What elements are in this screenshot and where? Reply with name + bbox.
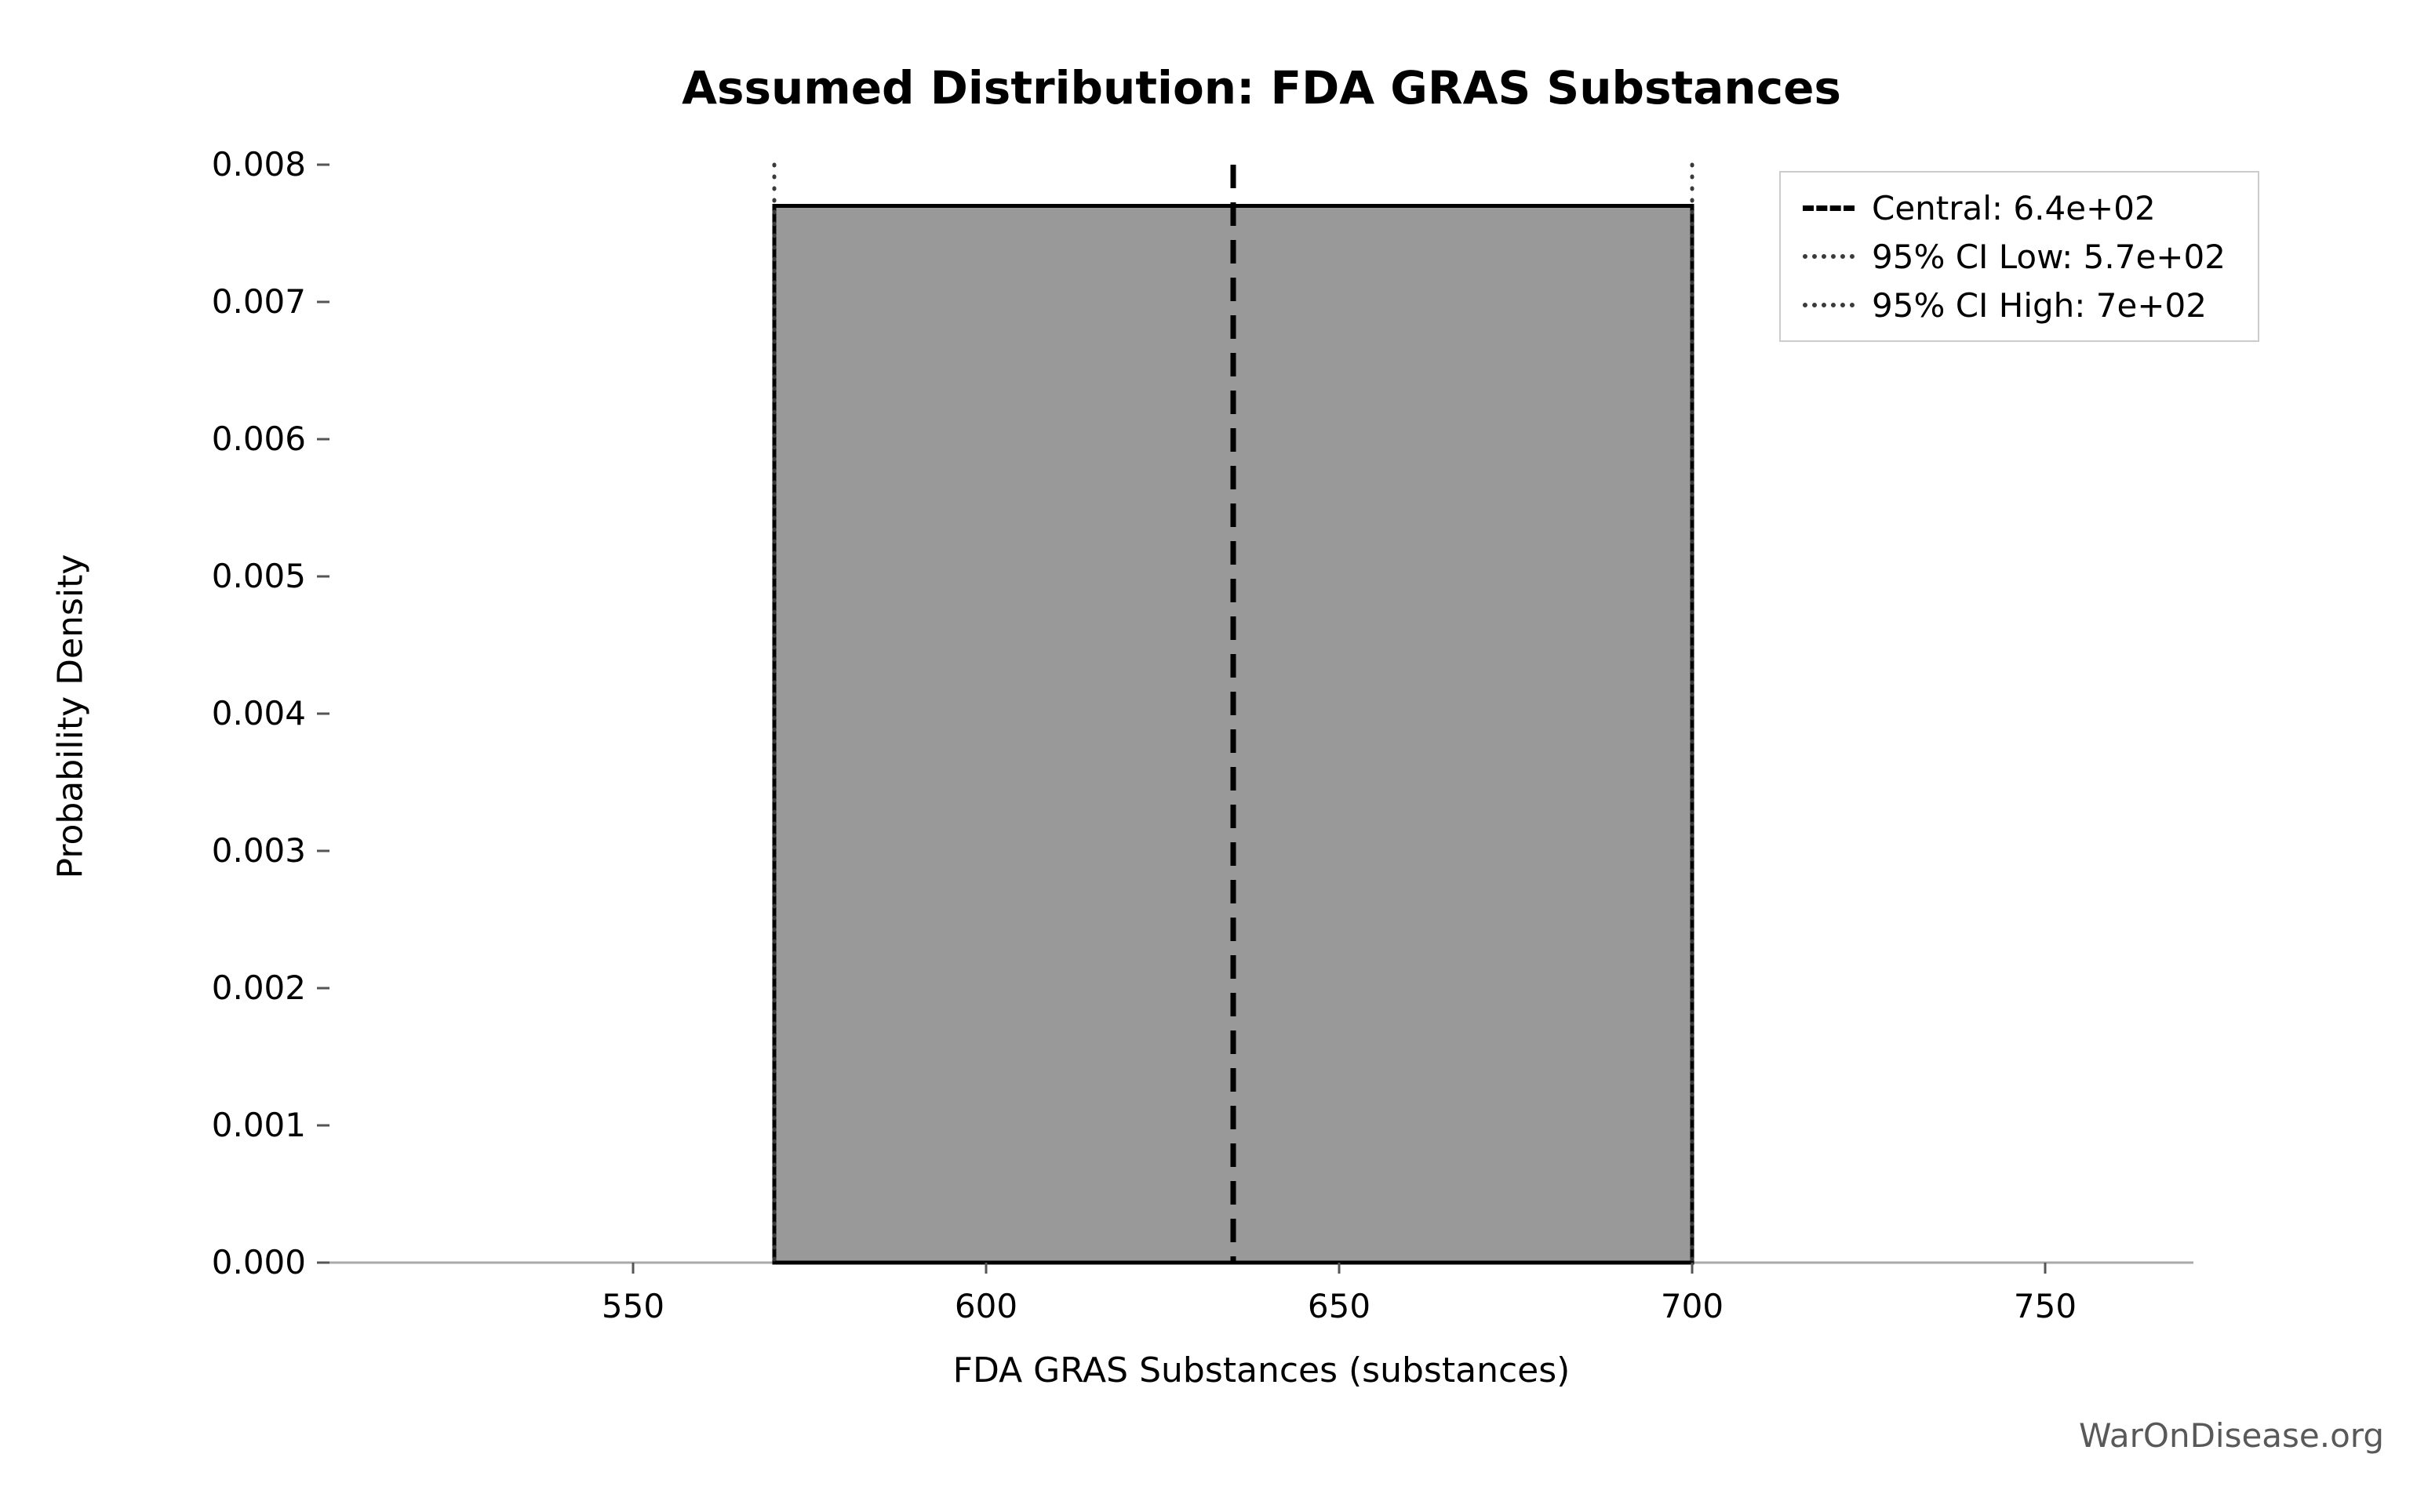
y-tick-label: 0.004 [212, 694, 306, 732]
chart-title: Assumed Distribution: FDA GRAS Substance… [682, 61, 1841, 114]
legend-row-ci-low: 95% CI Low: 5.7e+02 [1803, 232, 2236, 281]
y-tick-label: 0.006 [212, 420, 306, 458]
y-tick-label: 0.000 [212, 1243, 306, 1281]
y-axis-label: Probability Density [50, 554, 91, 879]
x-axis-label: FDA GRAS Substances (substances) [952, 1350, 1571, 1390]
y-tick-label: 0.003 [212, 831, 306, 870]
legend: Central: 6.4e+02 95% CI Low: 5.7e+02 95%… [1779, 171, 2259, 342]
y-tick-label: 0.002 [212, 969, 306, 1007]
x-tick-label: 750 [2014, 1287, 2077, 1325]
x-tick-label: 550 [602, 1287, 664, 1325]
y-tick-label: 0.008 [212, 145, 306, 184]
x-tick-label: 600 [955, 1287, 1017, 1325]
dashed-line-icon [1803, 205, 1855, 211]
dotted-line-icon [1803, 303, 1855, 307]
legend-row-central: Central: 6.4e+02 [1803, 184, 2236, 232]
x-tick-label: 650 [1308, 1287, 1370, 1325]
y-tick-label: 0.007 [212, 282, 306, 321]
legend-label-ci-high: 95% CI High: 7e+02 [1872, 285, 2207, 325]
legend-row-ci-high: 95% CI High: 7e+02 [1803, 281, 2236, 329]
y-tick-label: 0.001 [212, 1106, 306, 1144]
legend-label-central: Central: 6.4e+02 [1872, 188, 2156, 227]
legend-label-ci-low: 95% CI Low: 5.7e+02 [1872, 237, 2226, 276]
y-tick-label: 0.005 [212, 557, 306, 595]
watermark-text: WarOnDisease.org [2079, 1416, 2384, 1455]
dotted-line-icon [1803, 254, 1855, 259]
x-tick-label: 700 [1661, 1287, 1724, 1325]
